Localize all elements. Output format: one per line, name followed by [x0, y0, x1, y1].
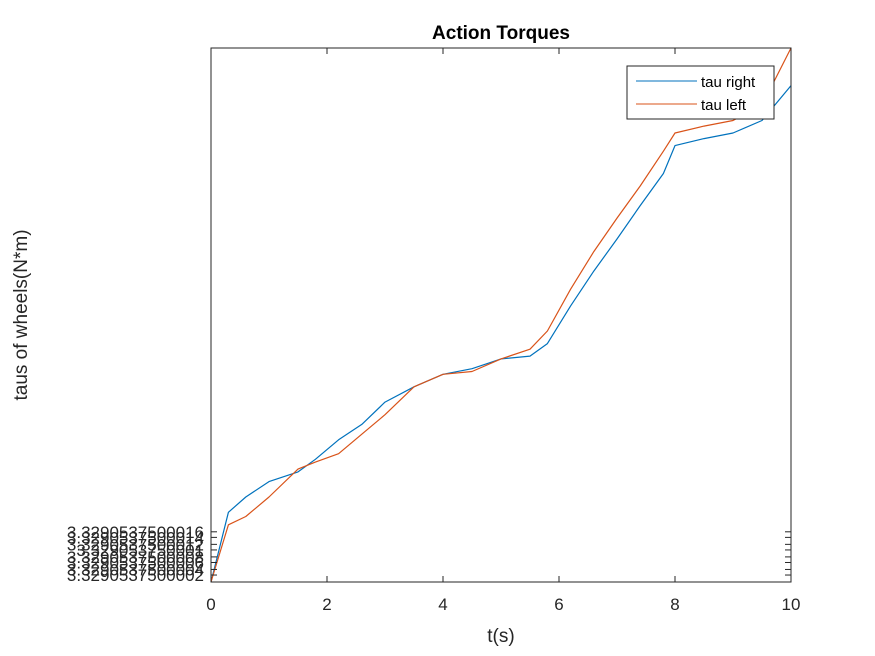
legend-label-tau-left: tau left [701, 97, 747, 114]
y-tick-label: 3.3290537500012 [67, 535, 204, 554]
y-tick-label: 3.3290537500006 [67, 553, 204, 572]
x-axis: 0 2 4 6 8 10 [206, 48, 800, 614]
chart-title: Action Torques [432, 23, 570, 44]
y-axis-label: taus of wheels(N*m) [11, 229, 32, 400]
legend-label-tau-right: tau right [701, 74, 756, 91]
x-axis-label: t(s) [487, 626, 514, 647]
x-tick-label: 8 [670, 595, 679, 614]
series-line-tau-left [210, 47, 792, 583]
x-tick-label: 10 [782, 595, 801, 614]
y-tick-label: 3.3290537500008 [67, 548, 204, 567]
y-tick-label: 3.3290537500014 [67, 528, 204, 547]
x-tick-label: 0 [206, 595, 215, 614]
plot-area [211, 48, 791, 582]
legend-box [626, 65, 775, 120]
x-tick-label: 6 [554, 595, 563, 614]
series-layer [210, 47, 792, 583]
y-tick-label: 3.3290537500002 [67, 566, 204, 585]
y-tick-label: 3.3290537500004 [67, 560, 204, 579]
x-tick-label: 4 [438, 595, 447, 614]
y-tick-label: 3.3290537500016 [67, 523, 204, 542]
y-tick-label: 3.329053750001 [76, 541, 204, 560]
y-axis: 3.32905375000023.32905375000043.32905375… [67, 523, 791, 585]
x-tick-label: 2 [322, 595, 331, 614]
legend: tau right tau left [626, 65, 775, 120]
plot-frame [210, 47, 792, 583]
